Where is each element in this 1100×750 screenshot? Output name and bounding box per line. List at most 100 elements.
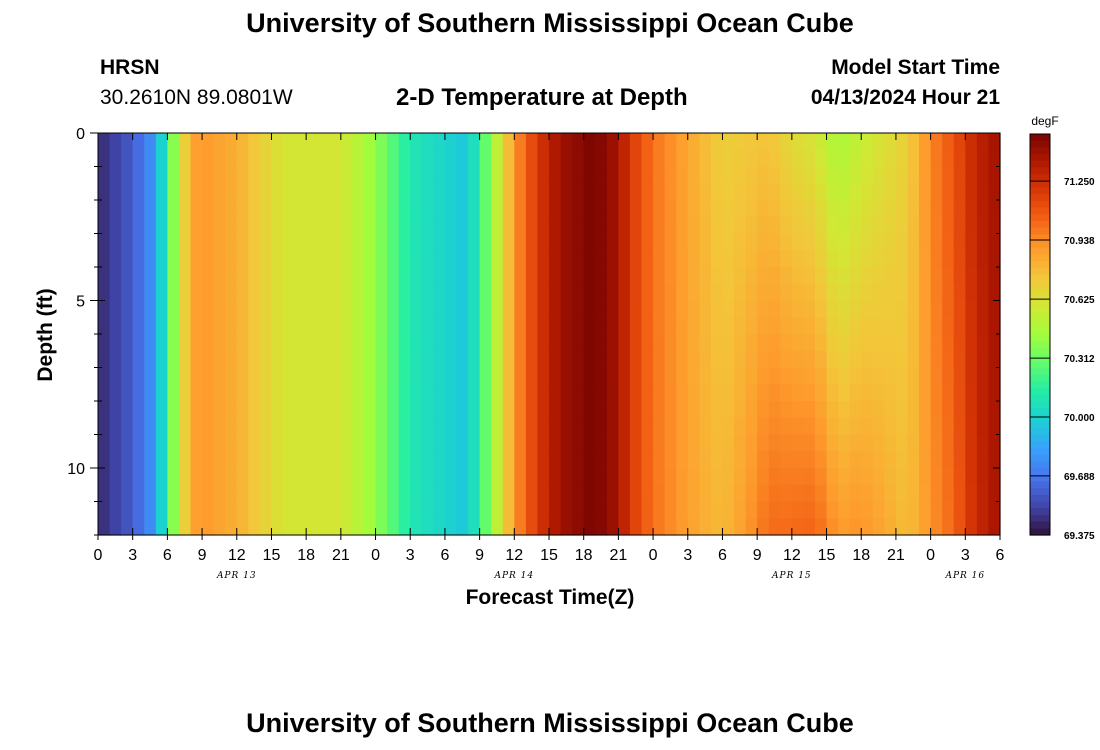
heatmap-cell xyxy=(676,283,689,302)
heatmap-cell xyxy=(919,183,932,201)
heatmap-cell xyxy=(271,484,284,503)
heatmap-cell xyxy=(444,334,458,352)
heatmap-cell xyxy=(271,401,284,419)
heatmap-cell xyxy=(479,401,492,419)
heatmap-cell xyxy=(121,283,134,302)
heatmap-cell xyxy=(259,133,273,151)
heatmap-cell xyxy=(479,417,492,436)
colorbar-segment xyxy=(1030,387,1050,396)
heatmap-cell xyxy=(953,166,966,184)
heatmap-cell xyxy=(375,401,388,419)
heatmap-cell xyxy=(502,501,515,519)
heatmap-cell xyxy=(537,468,550,486)
heatmap-cell xyxy=(352,283,365,302)
heatmap-cell xyxy=(410,183,423,201)
heatmap-cell xyxy=(514,434,527,452)
heatmap-cell xyxy=(421,200,434,218)
heatmap-cell xyxy=(722,484,735,503)
heatmap-cell xyxy=(514,233,527,251)
heatmap-cell xyxy=(259,417,273,436)
heatmap-cell xyxy=(780,133,793,151)
heatmap-cell xyxy=(826,133,839,151)
heatmap-cell xyxy=(953,451,966,469)
heatmap-cell xyxy=(306,283,319,302)
heatmap-cell xyxy=(132,283,145,302)
heatmap-cell xyxy=(491,149,504,168)
x-tick-label: 15 xyxy=(263,547,281,564)
heatmap-cell xyxy=(572,518,585,536)
heatmap-cell xyxy=(456,434,469,452)
heatmap-cell xyxy=(618,250,631,268)
heatmap-cell xyxy=(814,417,828,436)
heatmap-cell xyxy=(502,149,515,168)
heatmap-cell xyxy=(930,434,943,452)
heatmap-cell xyxy=(826,468,839,486)
heatmap-cell xyxy=(468,133,481,151)
heatmap-cell xyxy=(653,200,666,218)
heatmap-cell xyxy=(895,367,909,385)
heatmap-cell xyxy=(710,267,724,285)
heatmap-cell xyxy=(549,434,562,452)
heatmap-cell xyxy=(317,367,330,385)
colorbar-segment xyxy=(1030,194,1050,202)
heatmap-cell xyxy=(98,200,111,218)
heatmap-cell xyxy=(641,401,654,419)
heatmap-cell xyxy=(687,367,700,385)
heatmap-cell xyxy=(976,133,990,151)
heatmap-cell xyxy=(988,133,1001,151)
heatmap-cell xyxy=(826,434,839,452)
heatmap-cell xyxy=(109,350,122,369)
heatmap-cell xyxy=(317,451,330,469)
heatmap-cell xyxy=(549,233,562,251)
heatmap-cell xyxy=(132,267,145,285)
heatmap-cell xyxy=(317,233,330,251)
heatmap-cell xyxy=(479,334,492,352)
heatmap-cell xyxy=(98,417,111,436)
heatmap-cell xyxy=(525,200,539,218)
heatmap-cell xyxy=(352,183,365,201)
heatmap-cell xyxy=(942,233,955,251)
heatmap-cell xyxy=(225,183,238,201)
heatmap-cell xyxy=(502,434,515,452)
colorbar-segment xyxy=(1030,327,1050,336)
heatmap-cell xyxy=(514,468,527,486)
heatmap-cell xyxy=(317,300,330,318)
heatmap-cell xyxy=(502,518,515,536)
heatmap-cell xyxy=(560,200,573,218)
heatmap-cell xyxy=(757,384,770,402)
heatmap-cell xyxy=(178,300,192,318)
heatmap-cell xyxy=(572,384,585,402)
heatmap-cell xyxy=(410,267,423,285)
heatmap-cell xyxy=(861,149,874,168)
heatmap-cell xyxy=(838,350,851,369)
heatmap-cell xyxy=(895,267,909,285)
heatmap-cell xyxy=(514,149,527,168)
heatmap-cell xyxy=(676,149,689,168)
heatmap-cell xyxy=(375,283,388,302)
heatmap-cell xyxy=(456,200,469,218)
heatmap-cell xyxy=(525,183,539,201)
heatmap-cell xyxy=(629,417,643,436)
heatmap-cell xyxy=(375,334,388,352)
heatmap-cell xyxy=(340,300,354,318)
heatmap-cell xyxy=(664,468,677,486)
heatmap-cell xyxy=(132,149,145,168)
heatmap-cell xyxy=(549,501,562,519)
heatmap-cell xyxy=(872,233,885,251)
colorbar-segment xyxy=(1030,294,1050,302)
heatmap-cell xyxy=(745,434,758,452)
heatmap-cell xyxy=(988,183,1001,201)
heatmap-cell xyxy=(664,401,677,419)
heatmap-cell xyxy=(780,183,793,201)
heatmap-cell xyxy=(329,501,342,519)
heatmap-cell xyxy=(248,501,261,519)
heatmap-cell xyxy=(387,133,400,151)
heatmap-cell xyxy=(398,417,411,436)
heatmap-cell xyxy=(965,484,978,503)
heatmap-cell xyxy=(583,216,596,235)
heatmap-cell xyxy=(236,200,249,218)
heatmap-cell xyxy=(549,350,562,369)
heatmap-cell xyxy=(907,166,920,184)
heatmap-cell xyxy=(641,317,654,335)
heatmap-cell xyxy=(919,216,932,235)
